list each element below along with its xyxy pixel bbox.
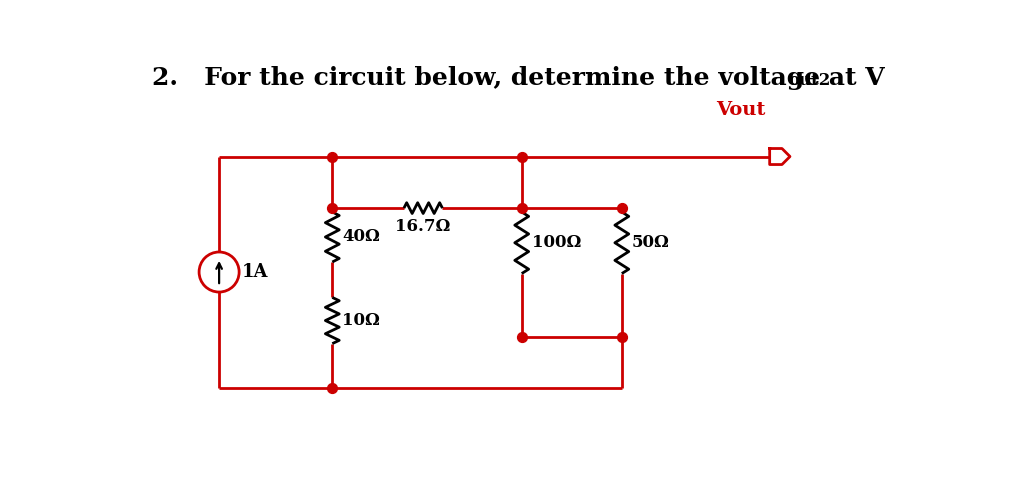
Text: 2.   For the circuit below, determine the voltage at V: 2. For the circuit below, determine the … — [153, 67, 885, 90]
Text: 1A: 1A — [243, 263, 268, 281]
Point — [325, 153, 341, 160]
Point — [513, 204, 529, 212]
Text: 50Ω: 50Ω — [632, 234, 670, 251]
Text: 40Ω: 40Ω — [342, 228, 380, 245]
Text: Vout: Vout — [717, 101, 766, 119]
Point — [513, 153, 529, 160]
Text: 16.7Ω: 16.7Ω — [395, 218, 451, 235]
Point — [325, 204, 341, 212]
Point — [613, 334, 630, 341]
Point — [613, 204, 630, 212]
Text: out2: out2 — [788, 72, 830, 89]
Point — [513, 334, 529, 341]
Text: 100Ω: 100Ω — [531, 234, 581, 251]
Text: 10Ω: 10Ω — [342, 312, 380, 329]
Point — [325, 384, 341, 391]
